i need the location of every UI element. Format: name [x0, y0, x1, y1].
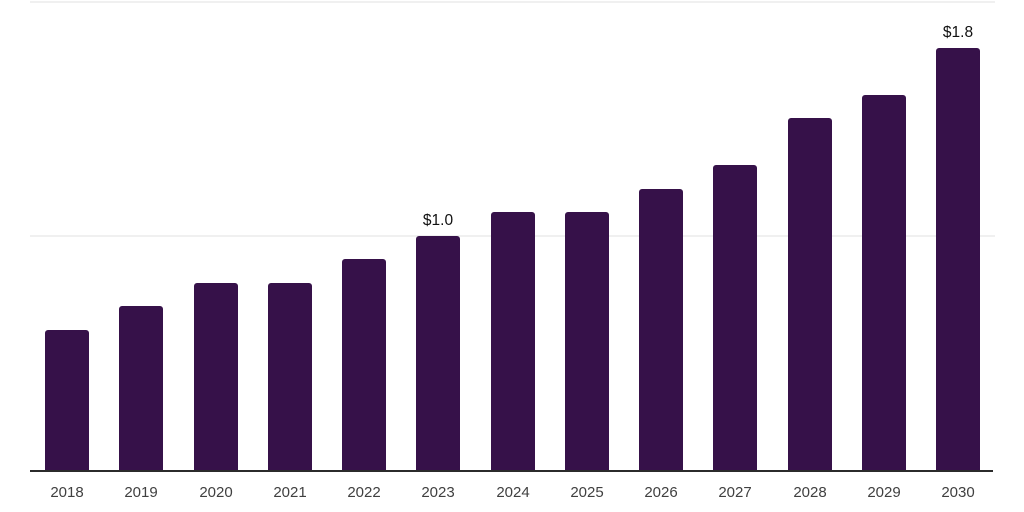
value-label-2023: $1.0 — [422, 212, 454, 229]
bar-2024 — [491, 212, 535, 471]
bar-2020 — [194, 283, 238, 471]
bar-2028 — [788, 118, 832, 471]
bar-2025 — [565, 212, 609, 471]
x-tick-2022: 2022 — [347, 484, 381, 501]
x-tick-2028: 2028 — [793, 484, 827, 501]
x-tick-2024: 2024 — [496, 484, 530, 501]
x-tick-2019: 2019 — [124, 484, 158, 501]
bar-2023 — [416, 236, 460, 471]
bar-2022 — [342, 259, 386, 471]
gridline-2 — [30, 1, 995, 3]
x-tick-2027: 2027 — [718, 484, 752, 501]
value-label-2030: $1.8 — [942, 24, 974, 41]
bar-2026 — [639, 189, 683, 471]
bar-2027 — [713, 165, 757, 471]
x-axis-line — [30, 470, 993, 472]
x-tick-2029: 2029 — [867, 484, 901, 501]
bar-2030 — [936, 48, 980, 471]
bar-2029 — [862, 95, 906, 471]
x-tick-2018: 2018 — [50, 484, 84, 501]
x-tick-2030: 2030 — [941, 484, 975, 501]
bar-2018 — [45, 330, 89, 471]
x-tick-2026: 2026 — [644, 484, 678, 501]
bar-2019 — [119, 306, 163, 471]
x-tick-2023: 2023 — [421, 484, 455, 501]
x-tick-2021: 2021 — [273, 484, 307, 501]
bar-2021 — [268, 283, 312, 471]
x-tick-2020: 2020 — [199, 484, 233, 501]
x-tick-2025: 2025 — [570, 484, 604, 501]
